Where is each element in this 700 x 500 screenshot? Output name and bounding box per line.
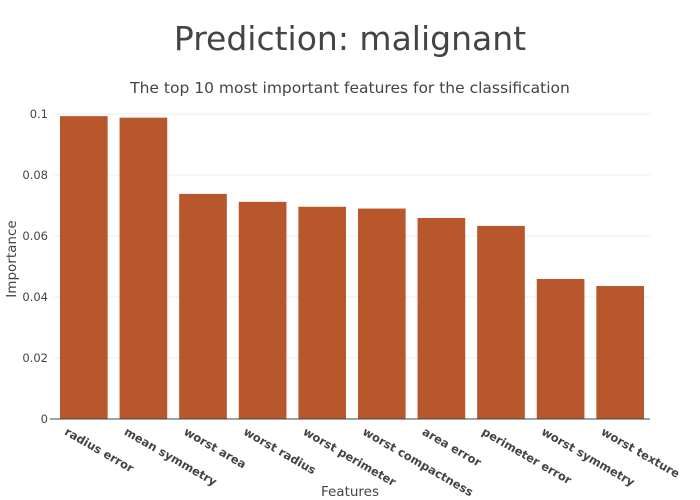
y-axis-title: Importance <box>4 220 20 297</box>
bar-radius-error[interactable] <box>59 116 108 419</box>
bar-perimeter-error[interactable] <box>477 225 525 419</box>
bar-worst-perimeter[interactable] <box>298 206 347 419</box>
bar-area-error[interactable] <box>417 218 466 419</box>
bar-worst-area[interactable] <box>179 193 227 419</box>
y-tick-label: 0 <box>41 412 48 426</box>
bar-worst-radius[interactable] <box>238 201 287 419</box>
y-tick-label: 0.04 <box>22 290 48 304</box>
bars <box>59 116 645 419</box>
y-tick-label: 0.1 <box>30 107 48 121</box>
bar-worst-compactness[interactable] <box>357 208 406 419</box>
x-axis-title: Features <box>321 484 379 500</box>
bar-worst-symmetry[interactable] <box>536 279 585 419</box>
y-tick-labels: 0 0.02 0.04 0.06 0.08 0.1 <box>22 107 48 426</box>
chart-title: Prediction: malignant <box>174 19 526 58</box>
y-tick-label: 0.02 <box>22 351 48 365</box>
chart-subtitle: The top 10 most important features for t… <box>129 79 570 97</box>
bar-mean-symmetry[interactable] <box>119 117 168 419</box>
y-tick-label: 0.08 <box>22 168 48 182</box>
bar-worst-texture[interactable] <box>596 286 645 419</box>
y-tick-label: 0.06 <box>22 229 48 243</box>
